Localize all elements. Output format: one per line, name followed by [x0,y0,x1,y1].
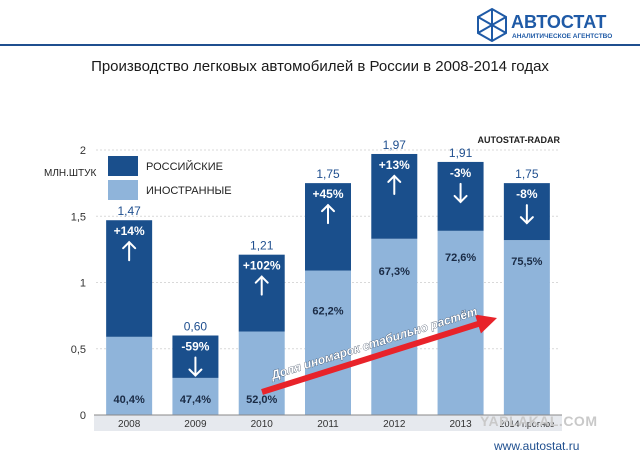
total-label: 1,47 [117,204,141,218]
bar-foreign [371,238,418,415]
arrow-up-icon [122,240,137,262]
arrow-head [453,194,468,204]
x-tick-label: 2009 [184,419,207,430]
autostat-logo: АВТОСТАТ АНАЛИТИЧЕСКОЕ АГЕНТСТВО [475,6,635,43]
arrow-head [188,368,203,377]
y-tick-label: 1 [80,278,86,290]
change-label: +13% [379,158,410,172]
foreign-share-label: 72,6% [445,252,476,264]
arrow-up-icon [254,275,269,296]
arrow-head [254,275,269,284]
foreign-share-label: 52,0% [246,394,277,406]
change-label: +102% [243,259,281,273]
foreign-share-label: 75,5% [511,256,542,268]
x-tick-label: 2014 прогноз [500,419,555,429]
arrow-down-icon [453,182,468,204]
total-label: 1,91 [449,146,473,160]
x-tick-label: 2013 [449,419,472,430]
x-tick-label: 2008 [118,419,141,430]
arrow-head [321,203,335,213]
change-label: +45% [312,187,343,201]
logo-emblem-icon [477,7,507,43]
arrow-up-icon [387,174,402,195]
logo-graphic: АВТОСТАТ АНАЛИТИЧЕСКОЕ АГЕНТСТВО [477,7,612,43]
bar-foreign [503,240,550,415]
total-label: 0,60 [184,320,208,334]
axes: 0 0,5 1 1,5 2 МЛН.ШТУК AUTOSTAT-RADAR 2008 2009 2… [44,135,562,431]
foreign-share-label: 67,3% [379,266,410,278]
trend-arrow-line [261,318,487,395]
legend-swatch-foreign [108,180,138,200]
x-tick-label: 2012 [383,419,406,430]
bar-russian [305,183,351,271]
chart-title: Производство легковых автомобилей в Росс… [91,58,549,75]
change-label: -8% [516,187,538,201]
source-label: AUTOSTAT-RADAR [478,135,561,145]
arrow-head [519,216,534,225]
change-label: -59% [181,340,209,354]
legend-label-foreign: ИНОСТРАННЫЕ [146,185,232,197]
arrow-up-icon [321,203,335,225]
trend-arrow-head-icon [474,314,497,334]
y-tick-label: 1,5 [71,211,86,223]
foreign-share-label: 47,4% [180,394,211,406]
arrow-head [122,240,137,250]
y-tick-label: 0,5 [71,344,86,356]
logo-name: АВТОСТАТ [511,12,606,32]
total-label: 1,75 [515,167,539,181]
y-axis-label: МЛН.ШТУК [44,168,97,179]
bar-russian [371,153,418,239]
bar-foreign [106,336,153,415]
legend-label-russian: РОССИЙСКИЕ [146,160,223,173]
x-tick-label: 2011 [317,419,339,430]
x-tick-label: 2010 [251,419,274,430]
change-label: -3% [450,166,472,180]
bar-foreign [172,377,219,415]
legend: РОССИЙСКИЕ ИНОСТРАННЫЕ [108,156,232,200]
header-divider [0,44,640,46]
y-tick-label: 0 [80,410,86,422]
bar-labels: 1,47 +14% 40,4% 0,60 -59% 47,4% 1,21 +102% 52,0%… [114,138,543,406]
bars [106,153,550,415]
logo-tagline: АНАЛИТИЧЕСКОЕ АГЕНТСТВО [512,33,612,40]
change-label: +14% [114,224,145,238]
foreign-share-label: 62,2% [312,306,343,318]
legend-swatch-russian [108,156,138,176]
foreign-share-label: 40,4% [114,394,145,406]
bar-foreign [305,270,351,415]
footer-url-link[interactable]: www.autostat.ru [494,439,580,453]
bar-foreign [238,331,285,415]
total-label: 1,21 [250,239,274,253]
arrow-head [387,174,402,183]
arrow-down-icon [519,204,534,225]
x-axis-band [94,415,562,431]
total-label: 1,75 [316,167,340,181]
watermark-text: YAPLAKAL.COM [480,413,598,429]
y-tick-label: 2 [80,145,86,157]
bar-russian [106,220,153,337]
arrow-down-icon [188,356,203,377]
total-label: 1,97 [383,138,407,152]
